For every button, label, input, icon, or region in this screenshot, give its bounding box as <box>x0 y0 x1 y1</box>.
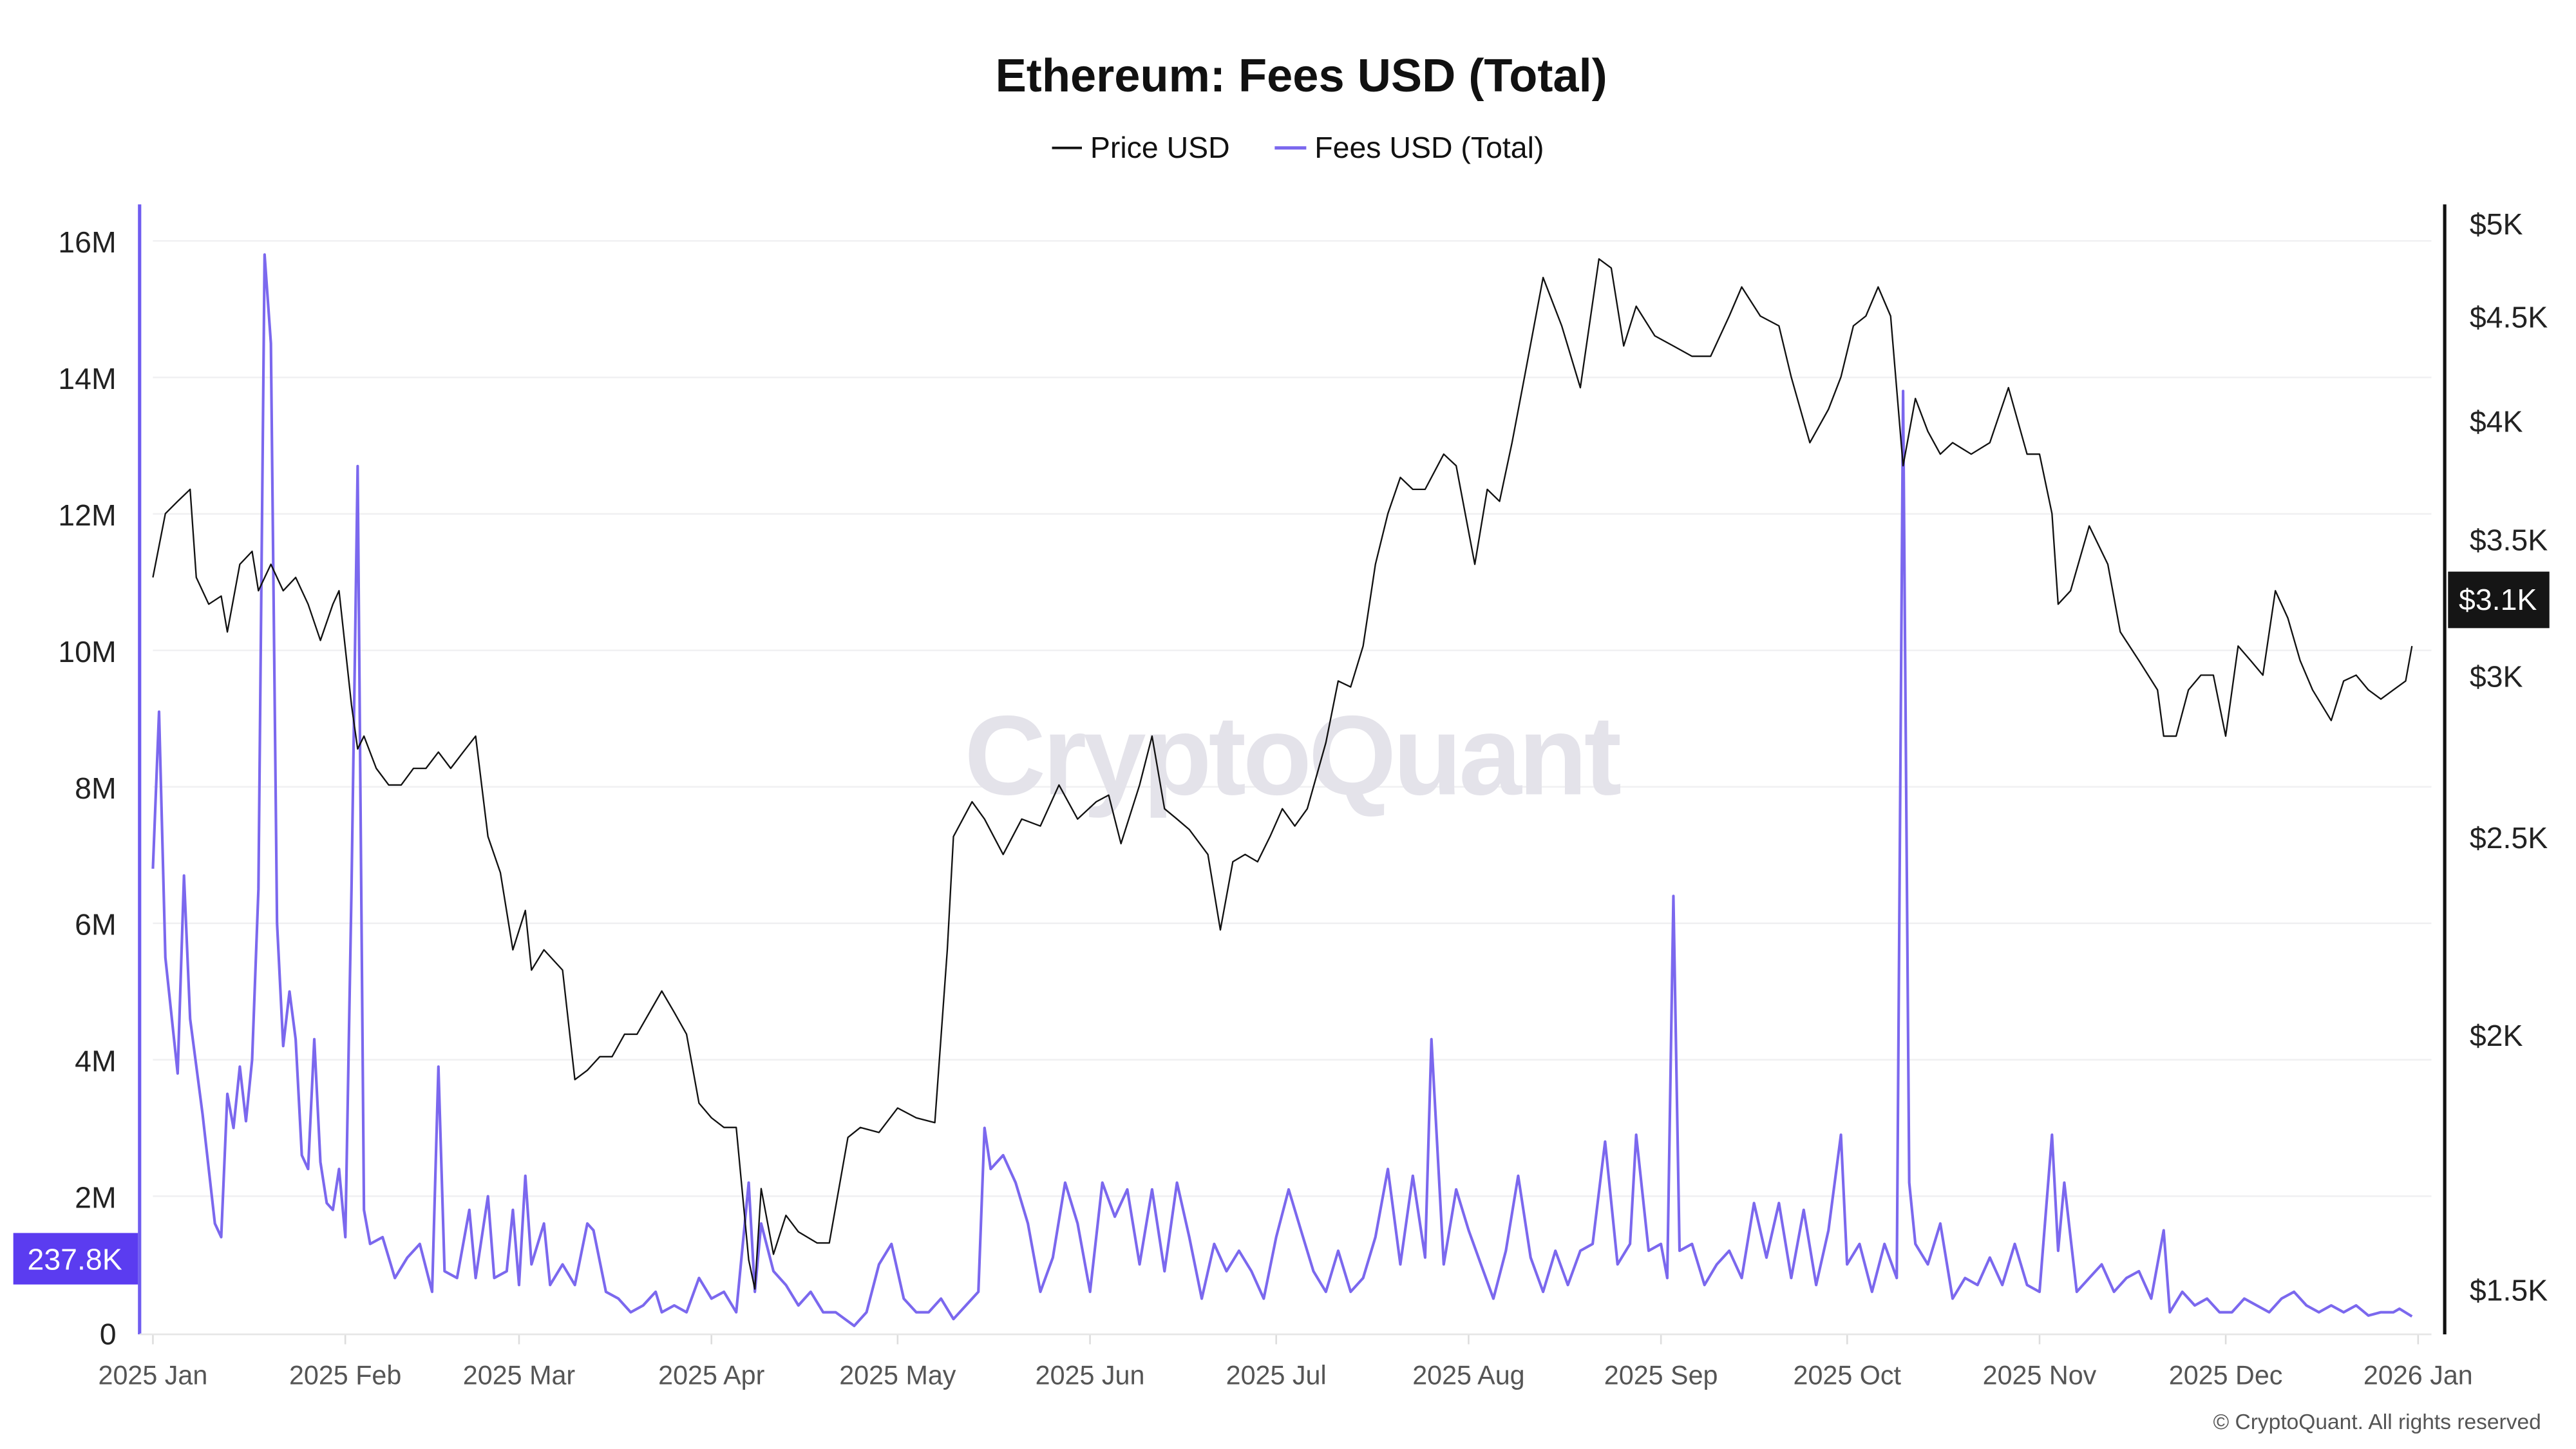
legend-item-fees[interactable]: Fees USD (Total) <box>1274 131 1544 164</box>
right-tick-label: $4K <box>2470 405 2523 439</box>
data-points <box>153 254 2412 1326</box>
left-axis: 0 2M 4M 6M 8M 10M 12M 14M 16M <box>58 225 116 1350</box>
fees-last-value-badge: 237.8K <box>13 1233 138 1285</box>
x-tick-label: 2025 Apr <box>658 1360 764 1390</box>
right-tick-label: $1.5K <box>2470 1274 2548 1307</box>
left-tick-label: 8M <box>75 772 117 805</box>
watermark: CryptoQuant <box>964 692 1620 819</box>
fees-badge-label: 237.8K <box>28 1242 122 1276</box>
x-tick-label: 2025 Dec <box>2169 1360 2283 1390</box>
series-line-fees <box>151 253 2413 1327</box>
legend-item-price[interactable]: Price USD <box>1052 131 1230 164</box>
gridlines <box>153 240 2432 1197</box>
right-tick-label: $3.5K <box>2470 523 2548 556</box>
x-tick-label: 2025 Jun <box>1036 1360 1145 1390</box>
x-tick-label: 2025 Jan <box>99 1360 208 1390</box>
right-tick-label: $5K <box>2470 207 2523 241</box>
right-tick-label: $4.5K <box>2470 301 2548 334</box>
price-last-value-badge: $3.1K <box>2448 571 2550 629</box>
x-tick-label: 2025 Jul <box>1226 1360 1327 1390</box>
legend-label-fees: Fees USD (Total) <box>1314 131 1544 164</box>
left-tick-label: 4M <box>75 1045 117 1078</box>
x-tick-label: 2025 Oct <box>1794 1360 1902 1390</box>
left-tick-label: 6M <box>75 908 117 942</box>
left-tick-label: 0 <box>100 1317 117 1350</box>
legend: Price USD Fees USD (Total) <box>1052 131 1544 164</box>
x-tick-label: 2025 Nov <box>1983 1360 2097 1390</box>
legend-label-price: Price USD <box>1090 131 1230 164</box>
series-line-price <box>152 258 2413 1290</box>
x-tick-label: 2025 Sep <box>1604 1360 1718 1390</box>
right-tick-label: $2K <box>2470 1019 2523 1052</box>
left-tick-label: 16M <box>58 225 116 259</box>
x-tick-label: 2025 Aug <box>1412 1360 1524 1390</box>
x-tick-label: 2025 May <box>839 1360 956 1390</box>
right-tick-label: $3K <box>2470 659 2523 693</box>
chart-title: Ethereum: Fees USD (Total) <box>996 50 1607 102</box>
x-tick-label: 2025 Mar <box>463 1360 576 1390</box>
price-badge-bg <box>2448 571 2550 629</box>
right-tick-label: $2.5K <box>2470 821 2548 855</box>
right-axis: $1.5K $2K $2.5K $3K $3.5K $4K $4.5K $5K <box>2470 207 2548 1307</box>
x-axis: 2025 Jan 2025 Feb 2025 Mar 2025 Apr 2025 May… <box>99 1334 2473 1390</box>
copyright: © CryptoQuant. All rights reserved <box>2213 1410 2541 1434</box>
left-tick-label: 14M <box>58 362 116 395</box>
x-tick-label: 2026 Jan <box>2363 1360 2473 1390</box>
x-tick-label: 2025 Feb <box>289 1360 401 1390</box>
fees-badge-bg <box>13 1233 138 1285</box>
price-badge-label: $3.1K <box>2459 583 2537 616</box>
left-tick-label: 12M <box>58 498 116 532</box>
left-tick-label: 2M <box>75 1181 117 1215</box>
left-tick-label: 10M <box>58 635 116 668</box>
